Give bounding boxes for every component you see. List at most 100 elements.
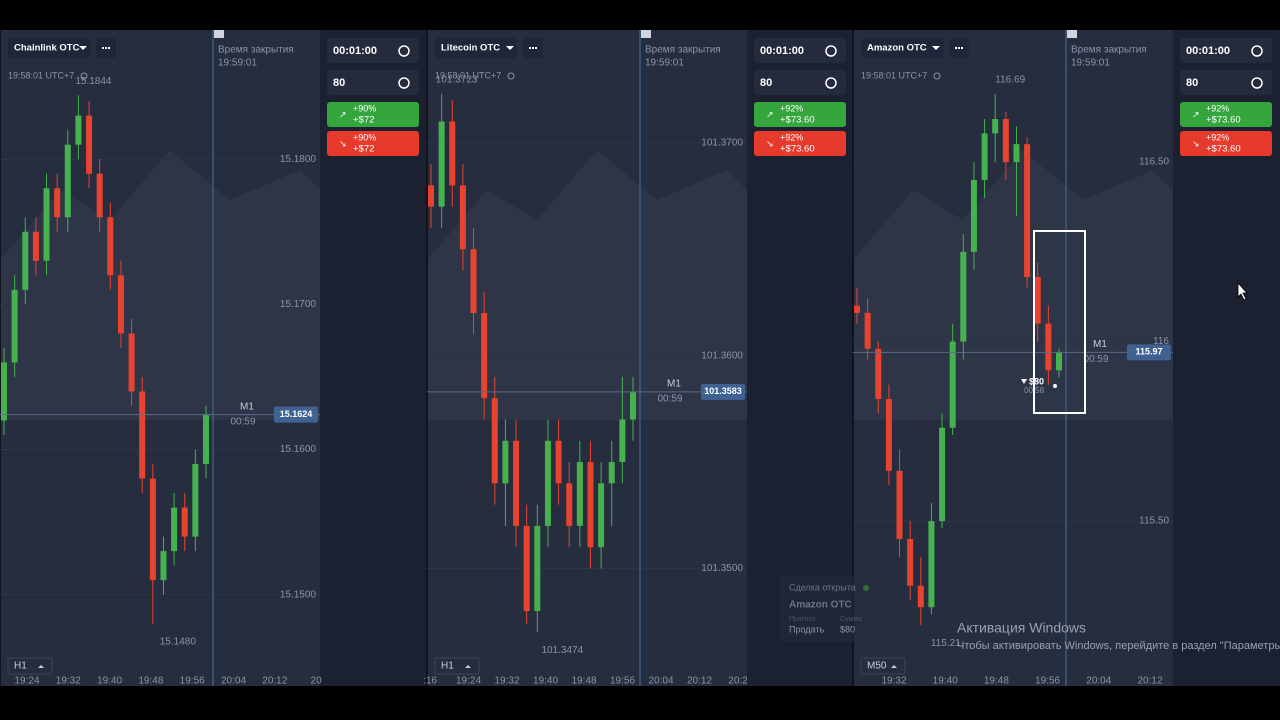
x-tick-label: 19:40 [533, 676, 558, 687]
asset-selector[interactable] [435, 38, 517, 58]
sidebar [1173, 30, 1280, 686]
buy-button[interactable] [1180, 102, 1272, 127]
timeframe-caret [38, 665, 44, 668]
candle-body [939, 427, 946, 522]
watermark-title: Активация Windows [957, 620, 1086, 636]
candle-body [949, 341, 956, 428]
y-tick-label: 15.1800 [280, 154, 317, 165]
candle-body [96, 173, 103, 218]
current-price-box [274, 406, 318, 423]
trade-marker-dot [1053, 384, 1057, 388]
sell-percent: +90% [353, 132, 376, 142]
sell-payout: +$73.60 [780, 144, 815, 155]
mountain-backdrop [427, 150, 747, 420]
expiry-countdown: 00:59 [657, 393, 682, 404]
server-time: 19:58:01 UTC+7 [8, 70, 74, 80]
y-tick-label: 115.50 [1139, 516, 1169, 527]
x-tick-label: 19:48 [571, 676, 596, 687]
sell-percent: +92% [1206, 132, 1229, 142]
timeframe-button[interactable] [434, 657, 480, 675]
x-tick-label: 20:12 [262, 676, 287, 687]
close-time-label: Время закрытия [1071, 45, 1147, 56]
candle-body [459, 185, 466, 250]
close-time-label: Время закрытия [218, 45, 294, 56]
close-time-flag [641, 30, 651, 38]
timer-value: 00:01:00 [1186, 45, 1230, 57]
clock-icon [1251, 45, 1263, 57]
candle-body [438, 121, 445, 207]
candle-body [22, 231, 29, 290]
candle-body [992, 119, 999, 134]
candle-body [917, 585, 924, 608]
candle-body [54, 188, 61, 218]
timeframe-button[interactable] [7, 657, 53, 675]
sell-button[interactable] [327, 131, 419, 156]
asset-selector[interactable] [861, 38, 943, 58]
candle-body [128, 333, 135, 392]
notice-dot [863, 585, 869, 591]
y-tick-label: 116.50 [1139, 157, 1169, 168]
candle-body [864, 312, 871, 349]
x-tick-label: 19:56 [610, 676, 635, 687]
dropdown-caret [506, 46, 514, 50]
candle-body [630, 391, 636, 420]
currency-icon [1251, 77, 1263, 89]
candle-body [160, 551, 167, 581]
candle-body [171, 507, 178, 552]
candle-body [1034, 276, 1041, 324]
amount-box[interactable] [327, 70, 419, 95]
timeframe-label: H1 [441, 661, 454, 672]
expiry-countdown: 00:59 [230, 416, 255, 427]
candle-body [449, 121, 456, 186]
buy-button[interactable] [327, 102, 419, 127]
candle-body [875, 348, 882, 400]
candle-body [1045, 323, 1052, 371]
x-tick-label: 19:24 [14, 676, 39, 687]
sell-button[interactable] [1180, 131, 1272, 156]
timer-box[interactable] [327, 38, 419, 63]
candle-body [608, 462, 615, 484]
close-time-value: 19:59:01 [645, 58, 684, 69]
bottom-bar [0, 686, 1280, 720]
watermark-text: Чтобы активировать Windows, перейдите в … [957, 640, 1280, 652]
trade-marker-amount: $80 [1029, 376, 1044, 386]
notice-sum: $80 [840, 624, 855, 634]
candle-body [1, 362, 7, 421]
timeframe-label: H1 [14, 661, 27, 672]
timer-box[interactable] [1180, 38, 1272, 63]
high-price-label: 101.3723 [436, 74, 478, 85]
candle-body [149, 478, 156, 581]
asset-name: Litecoin OTC [441, 43, 500, 54]
expiry-label: M1 [1093, 339, 1107, 350]
asset-selector[interactable] [8, 38, 90, 58]
x-tick-label: 19:32 [881, 676, 906, 687]
candle-body [598, 483, 605, 548]
current-price-label: 15.1624 [280, 409, 313, 419]
candle-body [181, 507, 188, 537]
candle-body [555, 440, 562, 484]
x-tick-label: 19:32 [56, 676, 81, 687]
candle-body [192, 464, 199, 537]
x-tick-label: 19:32 [494, 676, 519, 687]
sidebar [320, 30, 427, 686]
candle-body [513, 440, 520, 526]
candle-body [491, 398, 498, 484]
amount-box[interactable] [754, 70, 846, 95]
server-time: 19:58:01 UTC+7 [435, 70, 501, 80]
trade-notice [780, 576, 872, 642]
x-tick-label: 19:56 [1035, 676, 1060, 687]
sell-button[interactable] [754, 131, 846, 156]
candle-body [117, 275, 124, 334]
buy-button[interactable] [754, 102, 846, 127]
dropdown-caret [79, 46, 87, 50]
low-price-label: 115.21 [931, 638, 961, 649]
x-tick-label: 19:48 [984, 676, 1009, 687]
amount-box[interactable] [1180, 70, 1272, 95]
mountain-backdrop [0, 150, 320, 420]
timer-box[interactable] [754, 38, 846, 63]
close-time-value: 19:59:01 [1071, 58, 1110, 69]
candle-body [854, 305, 860, 313]
timeframe-button[interactable] [860, 657, 906, 675]
x-tick-label: 20:12 [1137, 676, 1162, 687]
